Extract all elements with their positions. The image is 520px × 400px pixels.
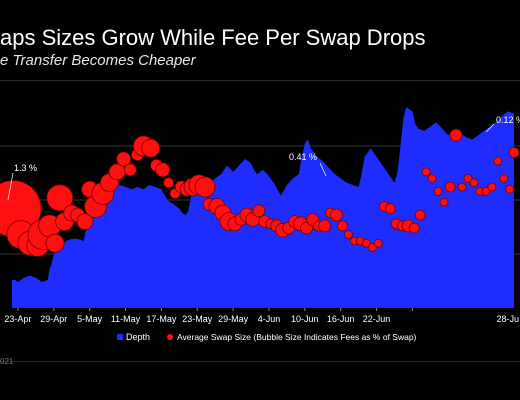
swap-bubble-66 (414, 209, 426, 221)
swap-bubble-71 (444, 181, 456, 193)
swap-bubble-67 (421, 167, 431, 177)
x-tick-label-10: 22-Jun (363, 314, 391, 324)
x-tick-label-1: 29-Apr (40, 314, 67, 324)
x-axis-ticks: 23-Apr 29-Apr 5-May 11-May 17-May 23-May 29-Ma… (4, 308, 519, 324)
x-tick-label-9: 16-Jun (327, 314, 355, 324)
swap-bubble-72 (449, 128, 463, 142)
x-tick-label-3: 11-May (111, 314, 141, 324)
x-tick-label-4: 17-May (146, 314, 177, 324)
swap-bubble-61 (384, 203, 396, 215)
footer-note: 021 (0, 357, 14, 366)
swap-bubble-80 (499, 173, 509, 183)
swap-bubble-47 (300, 221, 314, 235)
swap-bubble-73 (457, 182, 467, 192)
swap-bubble-21 (141, 138, 161, 158)
annotation-leaders (7, 123, 495, 201)
swap-bubble-59 (373, 238, 383, 248)
swap-bubble-65 (408, 222, 420, 234)
swap-bubble-18 (123, 163, 137, 177)
chart-frame (0, 80, 520, 362)
x-tick-label-11: 28-Ju (496, 314, 519, 324)
annotation-leader-2 (485, 123, 495, 133)
legend: Depth Average Swap Size (Bubble Size Ind… (117, 332, 417, 342)
swap-bubble-74 (463, 173, 473, 183)
annotation-1: 1.3 % (14, 163, 37, 173)
legend-swap-swatch (167, 334, 173, 340)
swap-bubble-17 (116, 151, 132, 167)
swap-bubble-50 (318, 219, 332, 233)
x-tick-label-2: 5-May (77, 314, 103, 324)
x-tick-label-8: 10-Jun (291, 314, 319, 324)
swap-bubble-11 (76, 213, 94, 231)
swap-bubble-30 (194, 176, 216, 198)
swap-bubbles (0, 128, 520, 257)
swap-bubble-78 (487, 182, 497, 192)
swap-bubble-82 (508, 147, 520, 158)
swap-bubble-79 (493, 156, 503, 166)
legend-swap-label: Average Swap Size (Bubble Size Indicates… (177, 332, 417, 342)
swap-bubble-7 (46, 184, 74, 212)
chart-subtitle: e Transfer Becomes Cheaper (0, 52, 196, 69)
swap-bubble-53 (337, 220, 348, 232)
annotation-3: 0.12 % (496, 115, 520, 125)
swap-bubble-52 (330, 208, 343, 222)
swap-bubble-39 (252, 204, 266, 218)
annotation-2: 0.41 % (289, 152, 317, 162)
x-tick-label-0: 23-Apr (4, 314, 31, 324)
annotation-leader-1 (319, 162, 327, 177)
swap-bubble-24 (163, 177, 175, 189)
swap-bubble-69 (433, 186, 443, 196)
legend-depth-label: Depth (126, 332, 150, 342)
x-tick-label-5: 23-May (182, 314, 213, 324)
chart-title: aps Sizes Grow While Fee Per Swap Drops (0, 25, 426, 50)
swap-bubble-23 (155, 162, 171, 178)
swap-bubble-6 (45, 233, 65, 253)
swap-bubble-54 (344, 230, 353, 240)
legend-depth-swatch (117, 334, 123, 340)
x-tick-label-7: 4-Jun (258, 314, 281, 324)
swap-bubble-75 (469, 178, 479, 188)
annotation-leader-0 (7, 172, 14, 201)
swap-bubble-77 (481, 186, 491, 196)
swap-bubble-68 (427, 173, 437, 183)
x-tick-label-6: 29-May (218, 314, 249, 324)
swap-bubble-57 (361, 238, 371, 248)
swap-bubble-81 (505, 184, 515, 194)
swap-bubble-58 (367, 243, 377, 252)
swap-bubble-70 (439, 197, 449, 207)
